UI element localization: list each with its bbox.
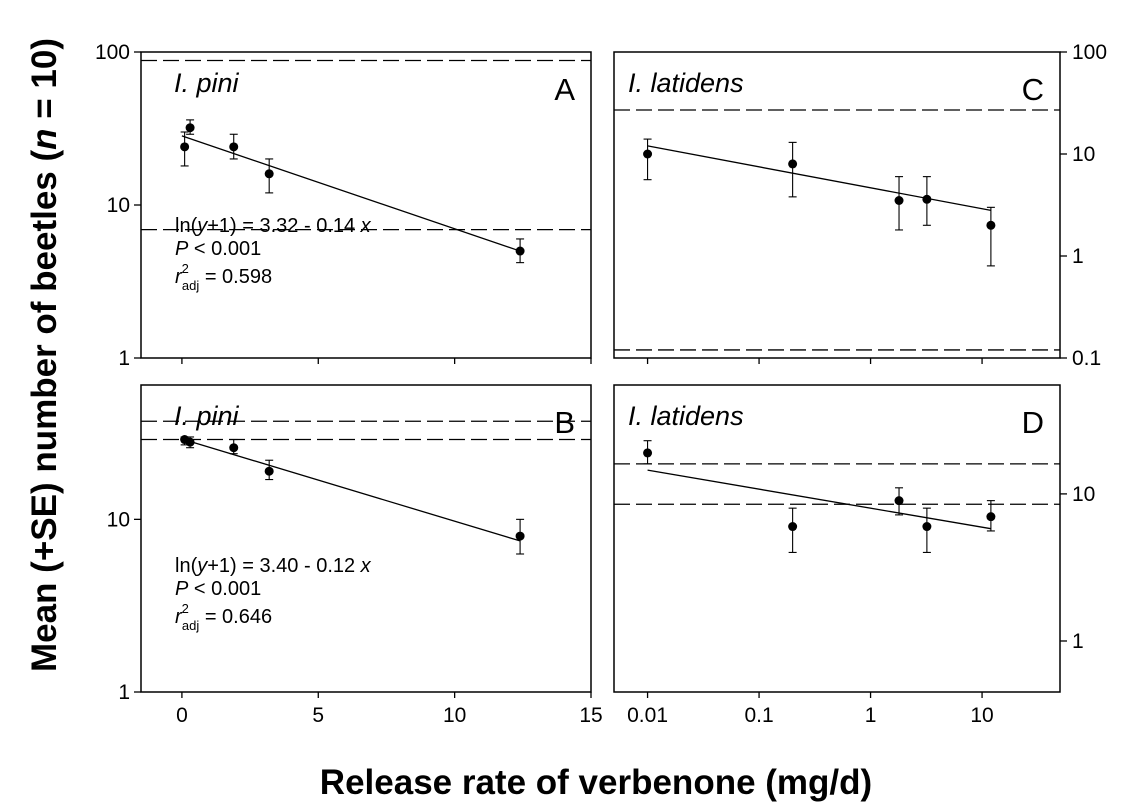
x-tick-label: 15 bbox=[579, 704, 602, 727]
y-tick-label: 100 bbox=[95, 41, 130, 64]
plot-frame bbox=[140, 384, 592, 693]
data-point bbox=[180, 142, 190, 152]
data-point bbox=[515, 531, 525, 541]
y-tick-label: 10 bbox=[107, 194, 130, 217]
species-label: I. pini bbox=[174, 401, 240, 431]
y-axis-title: Mean (+SE) number of beetles (n = 10) bbox=[25, 38, 64, 672]
species-label: I. latidens bbox=[628, 401, 744, 431]
x-axis-title: Release rate of verbenone (mg/d) bbox=[320, 763, 872, 802]
species-label: I. pini bbox=[174, 68, 240, 98]
x-tick-label: 10 bbox=[970, 704, 993, 727]
panel-letter: C bbox=[1022, 72, 1044, 107]
regression-line bbox=[647, 469, 992, 530]
data-point bbox=[986, 512, 996, 522]
x-tick-label: 10 bbox=[443, 704, 466, 727]
plot-frame bbox=[613, 51, 1061, 359]
panel-letter: B bbox=[554, 405, 575, 440]
data-point bbox=[922, 194, 932, 204]
p-value: P < 0.001 bbox=[175, 238, 261, 260]
y-tick-label: 10 bbox=[107, 508, 130, 531]
regression-line bbox=[181, 438, 521, 542]
data-point bbox=[922, 522, 932, 532]
regression-equation: ln(y+1) = 3.40 - 0.12 x bbox=[175, 555, 372, 577]
regression-equation: ln(y+1) = 3.32 - 0.14 x bbox=[175, 215, 372, 237]
panel-b: 0 5 10 15 1 10 I. pini Bln(y+1) = 3.40 - 0.12 x… bbox=[107, 384, 603, 727]
data-point bbox=[185, 437, 195, 447]
data-point bbox=[986, 220, 996, 230]
r-squared: r2 adj = 0.598 bbox=[175, 261, 272, 293]
regression-line bbox=[647, 145, 992, 212]
y-tick-label: 10 bbox=[1072, 483, 1095, 506]
species-label: I. latidens bbox=[628, 68, 744, 98]
p-value: P < 0.001 bbox=[175, 578, 261, 600]
x-tick-label: 1 bbox=[865, 704, 877, 727]
data-point bbox=[229, 142, 239, 152]
panel-letter: A bbox=[554, 72, 575, 107]
data-point bbox=[643, 149, 653, 159]
panel-a: 1 10 100 I. pini Aln(y+1) = 3.32 - 0.14 xP <… bbox=[95, 41, 592, 370]
x-tick-label: 0 bbox=[176, 704, 188, 727]
data-point bbox=[185, 123, 195, 133]
y-tick-label: 1 bbox=[1072, 245, 1084, 268]
panel-letter: D bbox=[1022, 405, 1044, 440]
r-squared: r2 adj = 0.646 bbox=[175, 601, 272, 633]
x-tick-label: 0.1 bbox=[744, 704, 773, 727]
data-point bbox=[229, 443, 239, 453]
y-tick-label: 1 bbox=[1072, 630, 1084, 653]
y-tick-label: 10 bbox=[1072, 143, 1095, 166]
data-point bbox=[894, 496, 904, 506]
x-tick-label: 0.01 bbox=[627, 704, 668, 727]
y-tick-label: 1 bbox=[118, 681, 130, 704]
y-tick-label: 1 bbox=[118, 347, 130, 370]
data-point bbox=[264, 169, 274, 179]
y-tick-label: 0.1 bbox=[1072, 347, 1101, 370]
data-point bbox=[894, 196, 904, 206]
y-tick-label: 100 bbox=[1072, 41, 1107, 64]
data-point bbox=[788, 522, 798, 532]
x-tick-label: 5 bbox=[312, 704, 324, 727]
plot-frame bbox=[613, 384, 1061, 693]
data-point bbox=[643, 448, 653, 458]
data-point bbox=[264, 466, 274, 476]
regression-line bbox=[181, 135, 521, 252]
data-point bbox=[515, 246, 525, 256]
data-point bbox=[788, 159, 798, 169]
